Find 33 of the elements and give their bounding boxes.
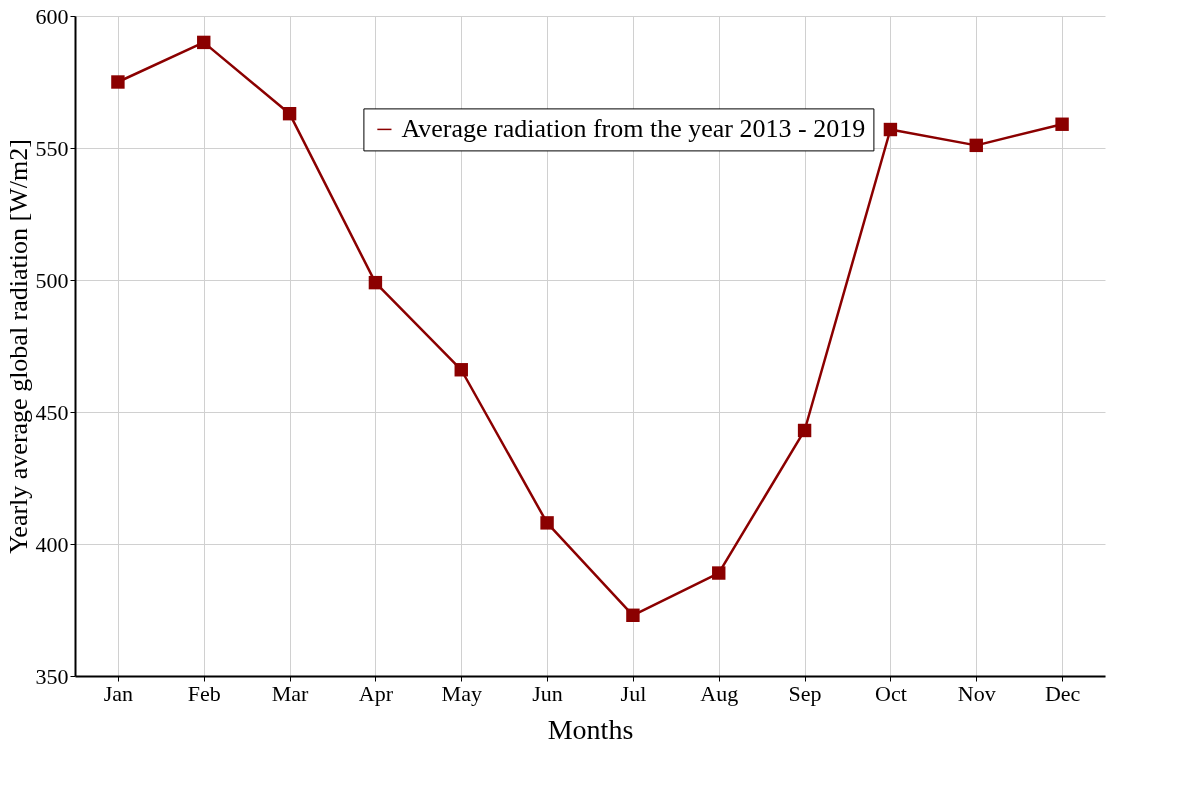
point xyxy=(712,566,726,580)
y-axis-title: Yearly average global radiation [W/m2] xyxy=(3,139,33,554)
point xyxy=(454,363,468,377)
x-tick-label: Jul xyxy=(620,680,647,706)
y-tick-label: 450 xyxy=(35,399,69,425)
x-tick-label: Apr xyxy=(358,680,394,706)
point xyxy=(626,608,640,622)
x-tick-label: Jun xyxy=(532,680,563,706)
x-tick-label: Dec xyxy=(1044,680,1081,706)
point xyxy=(1055,117,1069,131)
point xyxy=(282,106,297,121)
x-tick-label: Mar xyxy=(271,680,310,706)
x-tick-label: Jan xyxy=(103,680,134,706)
y-tick-label: 550 xyxy=(35,135,69,161)
x-tick-label: Nov xyxy=(957,680,996,706)
x-tick-label: Sep xyxy=(788,680,822,706)
point xyxy=(368,275,383,290)
point xyxy=(540,516,554,530)
y-tick-label: 600 xyxy=(35,3,69,29)
x-tick-label: Aug xyxy=(700,680,739,706)
point xyxy=(969,138,983,153)
point xyxy=(797,423,812,438)
x-tick-label: Feb xyxy=(187,680,221,706)
y-tick-label: 350 xyxy=(35,663,69,689)
point xyxy=(111,75,125,89)
point xyxy=(883,122,898,137)
y-tick-label: 500 xyxy=(35,267,69,293)
legend-label: Average radiation from the year 2013 - 2019 xyxy=(401,114,866,144)
x-tick-label: May xyxy=(441,680,482,706)
x-tick-label: Oct xyxy=(875,680,907,706)
x-axis-title: Months xyxy=(547,713,634,745)
y-tick-label: 400 xyxy=(35,531,69,557)
point xyxy=(197,35,211,50)
